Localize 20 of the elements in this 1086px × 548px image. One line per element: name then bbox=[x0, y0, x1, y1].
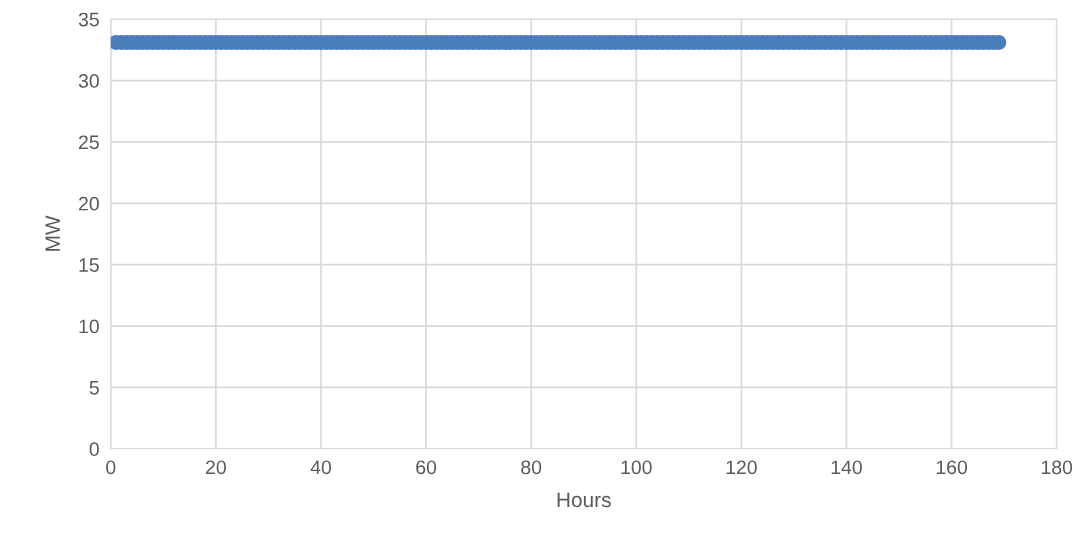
y-tick-label: 20 bbox=[79, 196, 99, 211]
x-tick-label: 40 bbox=[310, 460, 332, 475]
x-tick-label: 180 bbox=[1041, 460, 1073, 475]
x-tick-label: 80 bbox=[521, 460, 542, 475]
y-tick-label: 15 bbox=[79, 258, 99, 272]
y-tick-label: 35 bbox=[78, 12, 99, 27]
x-axis-title: Hours bbox=[557, 492, 611, 508]
y-tick-label: 30 bbox=[78, 74, 99, 88]
x-tick-label: 120 bbox=[726, 460, 757, 475]
x-tick-label: 160 bbox=[936, 460, 968, 475]
y-axis-title: MW bbox=[45, 215, 60, 251]
x-tick-label: 0 bbox=[106, 460, 116, 475]
y-tick-label: 0 bbox=[89, 442, 99, 457]
y-tick-label: 25 bbox=[79, 135, 99, 150]
y-tick-label: 10 bbox=[79, 319, 99, 334]
x-tick-label: 60 bbox=[416, 460, 437, 475]
x-tick-label: 20 bbox=[206, 460, 226, 475]
y-tick-label: 5 bbox=[89, 381, 99, 395]
x-tick-label: 140 bbox=[831, 460, 862, 475]
x-tick-label: 100 bbox=[621, 460, 652, 475]
